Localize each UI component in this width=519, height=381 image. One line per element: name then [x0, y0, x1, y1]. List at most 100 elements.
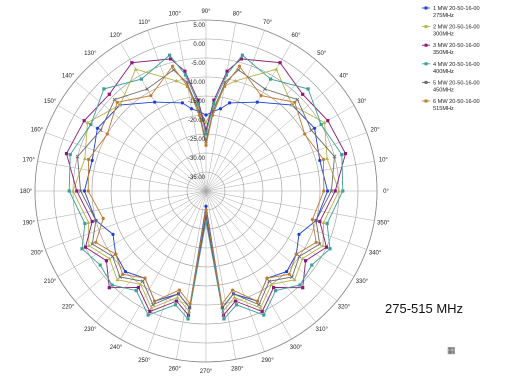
angle-tick-label-150: 150° — [44, 99, 57, 105]
series-6-point-25 — [204, 208, 208, 212]
frequency-range-label: 275-515 MHz — [385, 301, 464, 316]
radial-tick-label-0: 5.00 — [193, 23, 205, 29]
grid-spoke-190 — [37, 190, 207, 221]
axis-labels: 0° 10° 20° 30° 40° 50° 60° 70° 80° 90° 100° 110° 120… — [20, 9, 390, 375]
series-3-point-14 — [82, 119, 86, 123]
series-3-point-1 — [343, 152, 348, 156]
legend-swatch-marker-2 — [424, 25, 428, 29]
series-5-point-13 — [112, 97, 117, 102]
grid-spoke-60 — [205, 42, 292, 192]
series-2-point-1 — [325, 156, 329, 160]
legend-swatch-marker-5 — [424, 80, 428, 84]
series-4-point-6 — [224, 73, 229, 77]
legend-label-1-line-1: 1 MW 20-50-16-00 — [433, 6, 480, 12]
grid-spoke-120 — [120, 42, 207, 192]
series-3-point-31 — [304, 259, 308, 263]
series-4-point-3 — [306, 87, 310, 91]
series-3-point-6 — [225, 69, 229, 73]
series-4-point-28 — [262, 313, 266, 317]
angle-tick-label-250: 250° — [138, 358, 151, 364]
grid-spoke-100 — [176, 22, 207, 192]
legend-label-4-line-2: 400MHz — [433, 69, 454, 75]
series-2-point-32 — [321, 243, 325, 248]
series-5-point-14 — [98, 128, 103, 133]
series-6-point-29 — [265, 276, 269, 280]
series-1-point-1 — [318, 158, 322, 163]
series-2-point-15 — [83, 156, 87, 160]
series-1-point-6 — [218, 107, 223, 111]
angle-tick-label-300: 300° — [290, 345, 303, 351]
angle-tick-label-320: 320° — [338, 305, 351, 311]
series-4-point-31 — [310, 263, 314, 267]
series-4-point-13 — [102, 87, 106, 91]
series-1-point-2 — [313, 126, 317, 130]
series-3 — [64, 57, 348, 317]
angle-tick-label-100: 100° — [168, 12, 181, 18]
radial-tick-label-8: -35.00 — [188, 175, 206, 181]
series-2-point-13 — [118, 103, 122, 107]
legend-label-5-line-1: 5 MW 20-50-16-00 — [433, 80, 480, 86]
series-2-point-8 — [204, 120, 208, 125]
radial-tick-label-3: -10.00 — [188, 80, 206, 86]
angle-tick-label-220: 220° — [62, 305, 75, 311]
grid-spoke-250 — [147, 190, 207, 352]
series-6-point-6 — [222, 84, 227, 88]
series-1-point-5 — [228, 101, 232, 105]
series-3-point-12 — [130, 61, 134, 65]
angle-tick-label-30: 30° — [357, 99, 367, 105]
series-4-point-21 — [134, 289, 138, 293]
grid-spoke-130 — [95, 59, 207, 192]
series-6-point-4 — [259, 94, 263, 98]
series-4-point-4 — [269, 77, 273, 81]
legend-label-6-line-1: 6 MW 20-50-16-00 — [433, 99, 480, 105]
legend-swatch-marker-4 — [424, 62, 428, 66]
series-3-point-22 — [148, 309, 152, 314]
series-2-point-3 — [290, 103, 294, 107]
series-4-point-26 — [222, 317, 226, 321]
series-4-point-25 — [204, 219, 208, 223]
series-3-point-11 — [169, 57, 173, 61]
legend-label-3-line-2: 350MHz — [433, 50, 454, 56]
series-2-point-29 — [269, 282, 274, 286]
radial-tick-label-4: -15.00 — [188, 99, 206, 105]
series-6-point-1 — [321, 157, 326, 162]
series-5-point-24 — [187, 305, 192, 310]
legend-label-5-line-2: 450MHz — [433, 87, 454, 93]
series-4-point-17 — [83, 221, 87, 226]
series-1-point-15 — [90, 158, 94, 163]
series-6-point-33 — [310, 217, 314, 222]
angle-tick-label-310: 310° — [315, 327, 328, 333]
angle-tick-label-210: 210° — [44, 279, 57, 285]
series-3-point-7 — [212, 98, 216, 102]
series-6-point-10 — [185, 84, 190, 88]
series-3-point-15 — [64, 152, 69, 156]
series-5-point-32 — [317, 242, 322, 246]
grid-spoke-210 — [57, 190, 207, 277]
series-6-point-23 — [177, 288, 181, 292]
series-4-point-18 — [80, 247, 84, 251]
series-4-point-19 — [98, 263, 102, 267]
legend-label-2-line-1: 2 MW 20-50-16-00 — [433, 25, 480, 31]
radial-tick-label-5: -20.00 — [188, 118, 206, 124]
series-3-point-3 — [301, 92, 305, 96]
angle-tick-label-340: 340° — [369, 251, 382, 257]
series-6-point-22 — [153, 299, 157, 303]
series-3-point-8 — [204, 128, 208, 132]
angle-tick-label-130: 130° — [84, 51, 97, 57]
grid-spoke-330 — [205, 190, 355, 277]
series-4-point-5 — [240, 53, 244, 57]
series-5-point-30 — [290, 275, 294, 279]
grid-spoke-200 — [45, 190, 207, 250]
series-2-point-27 — [232, 295, 237, 299]
series-2-point-16 — [71, 189, 75, 193]
series-5-point-17 — [93, 218, 98, 223]
series-3-point-16 — [75, 189, 79, 193]
series-2-point-12 — [133, 67, 138, 71]
series-1-point-0 — [326, 189, 330, 193]
series-5-point-3 — [295, 97, 300, 102]
series-4-point-23 — [173, 303, 178, 307]
radial-tick-label-1: 0.00 — [193, 42, 205, 48]
angle-tick-label-60: 60° — [291, 33, 301, 39]
